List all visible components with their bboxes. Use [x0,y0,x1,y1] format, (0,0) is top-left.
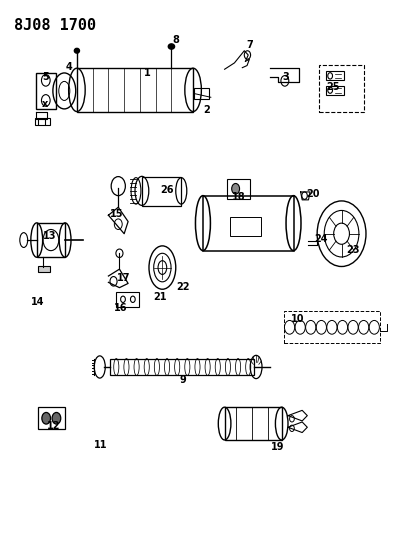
Bar [35,73,56,109]
Bar [194,88,209,99]
Text: 11: 11 [94,440,107,450]
Bar [37,407,65,430]
Text: 23: 23 [346,245,359,255]
Text: 26: 26 [161,185,174,195]
Bar [77,68,193,111]
Bar [110,359,254,375]
Text: 19: 19 [271,442,285,453]
Text: 16: 16 [113,303,127,313]
Bar [326,71,343,80]
Ellipse shape [168,44,175,49]
Text: 24: 24 [314,234,328,244]
Text: 13: 13 [43,231,56,241]
Text: 8J08 1700: 8J08 1700 [14,18,96,33]
Text: 1: 1 [144,68,151,78]
Bar [227,179,250,199]
Circle shape [232,183,240,194]
Circle shape [52,413,61,424]
Text: 25: 25 [326,82,339,92]
Text: x: x [42,99,49,109]
Text: 7: 7 [247,41,254,51]
Text: 8: 8 [172,35,179,45]
Text: 20: 20 [306,189,320,198]
Text: 22: 22 [176,281,190,292]
Bar [37,223,65,257]
Bar [142,176,181,206]
Text: 2: 2 [203,106,210,116]
Bar [326,86,343,95]
Text: 4: 4 [66,62,72,71]
Text: 9: 9 [180,375,187,385]
Text: 3: 3 [282,72,289,82]
Text: 15: 15 [109,208,123,219]
Bar [38,266,50,272]
Bar [224,407,282,440]
Bar [35,118,50,125]
Bar [116,292,139,306]
Bar [230,217,261,236]
Circle shape [42,413,51,424]
Text: 10: 10 [291,314,304,325]
Bar [319,65,365,111]
Text: 14: 14 [31,297,44,308]
Text: 12: 12 [47,421,60,431]
Text: 17: 17 [117,273,131,283]
Ellipse shape [74,49,80,53]
Text: 18: 18 [232,192,245,201]
Text: 5: 5 [42,72,49,82]
Text: 21: 21 [153,292,166,302]
Bar [203,196,293,251]
